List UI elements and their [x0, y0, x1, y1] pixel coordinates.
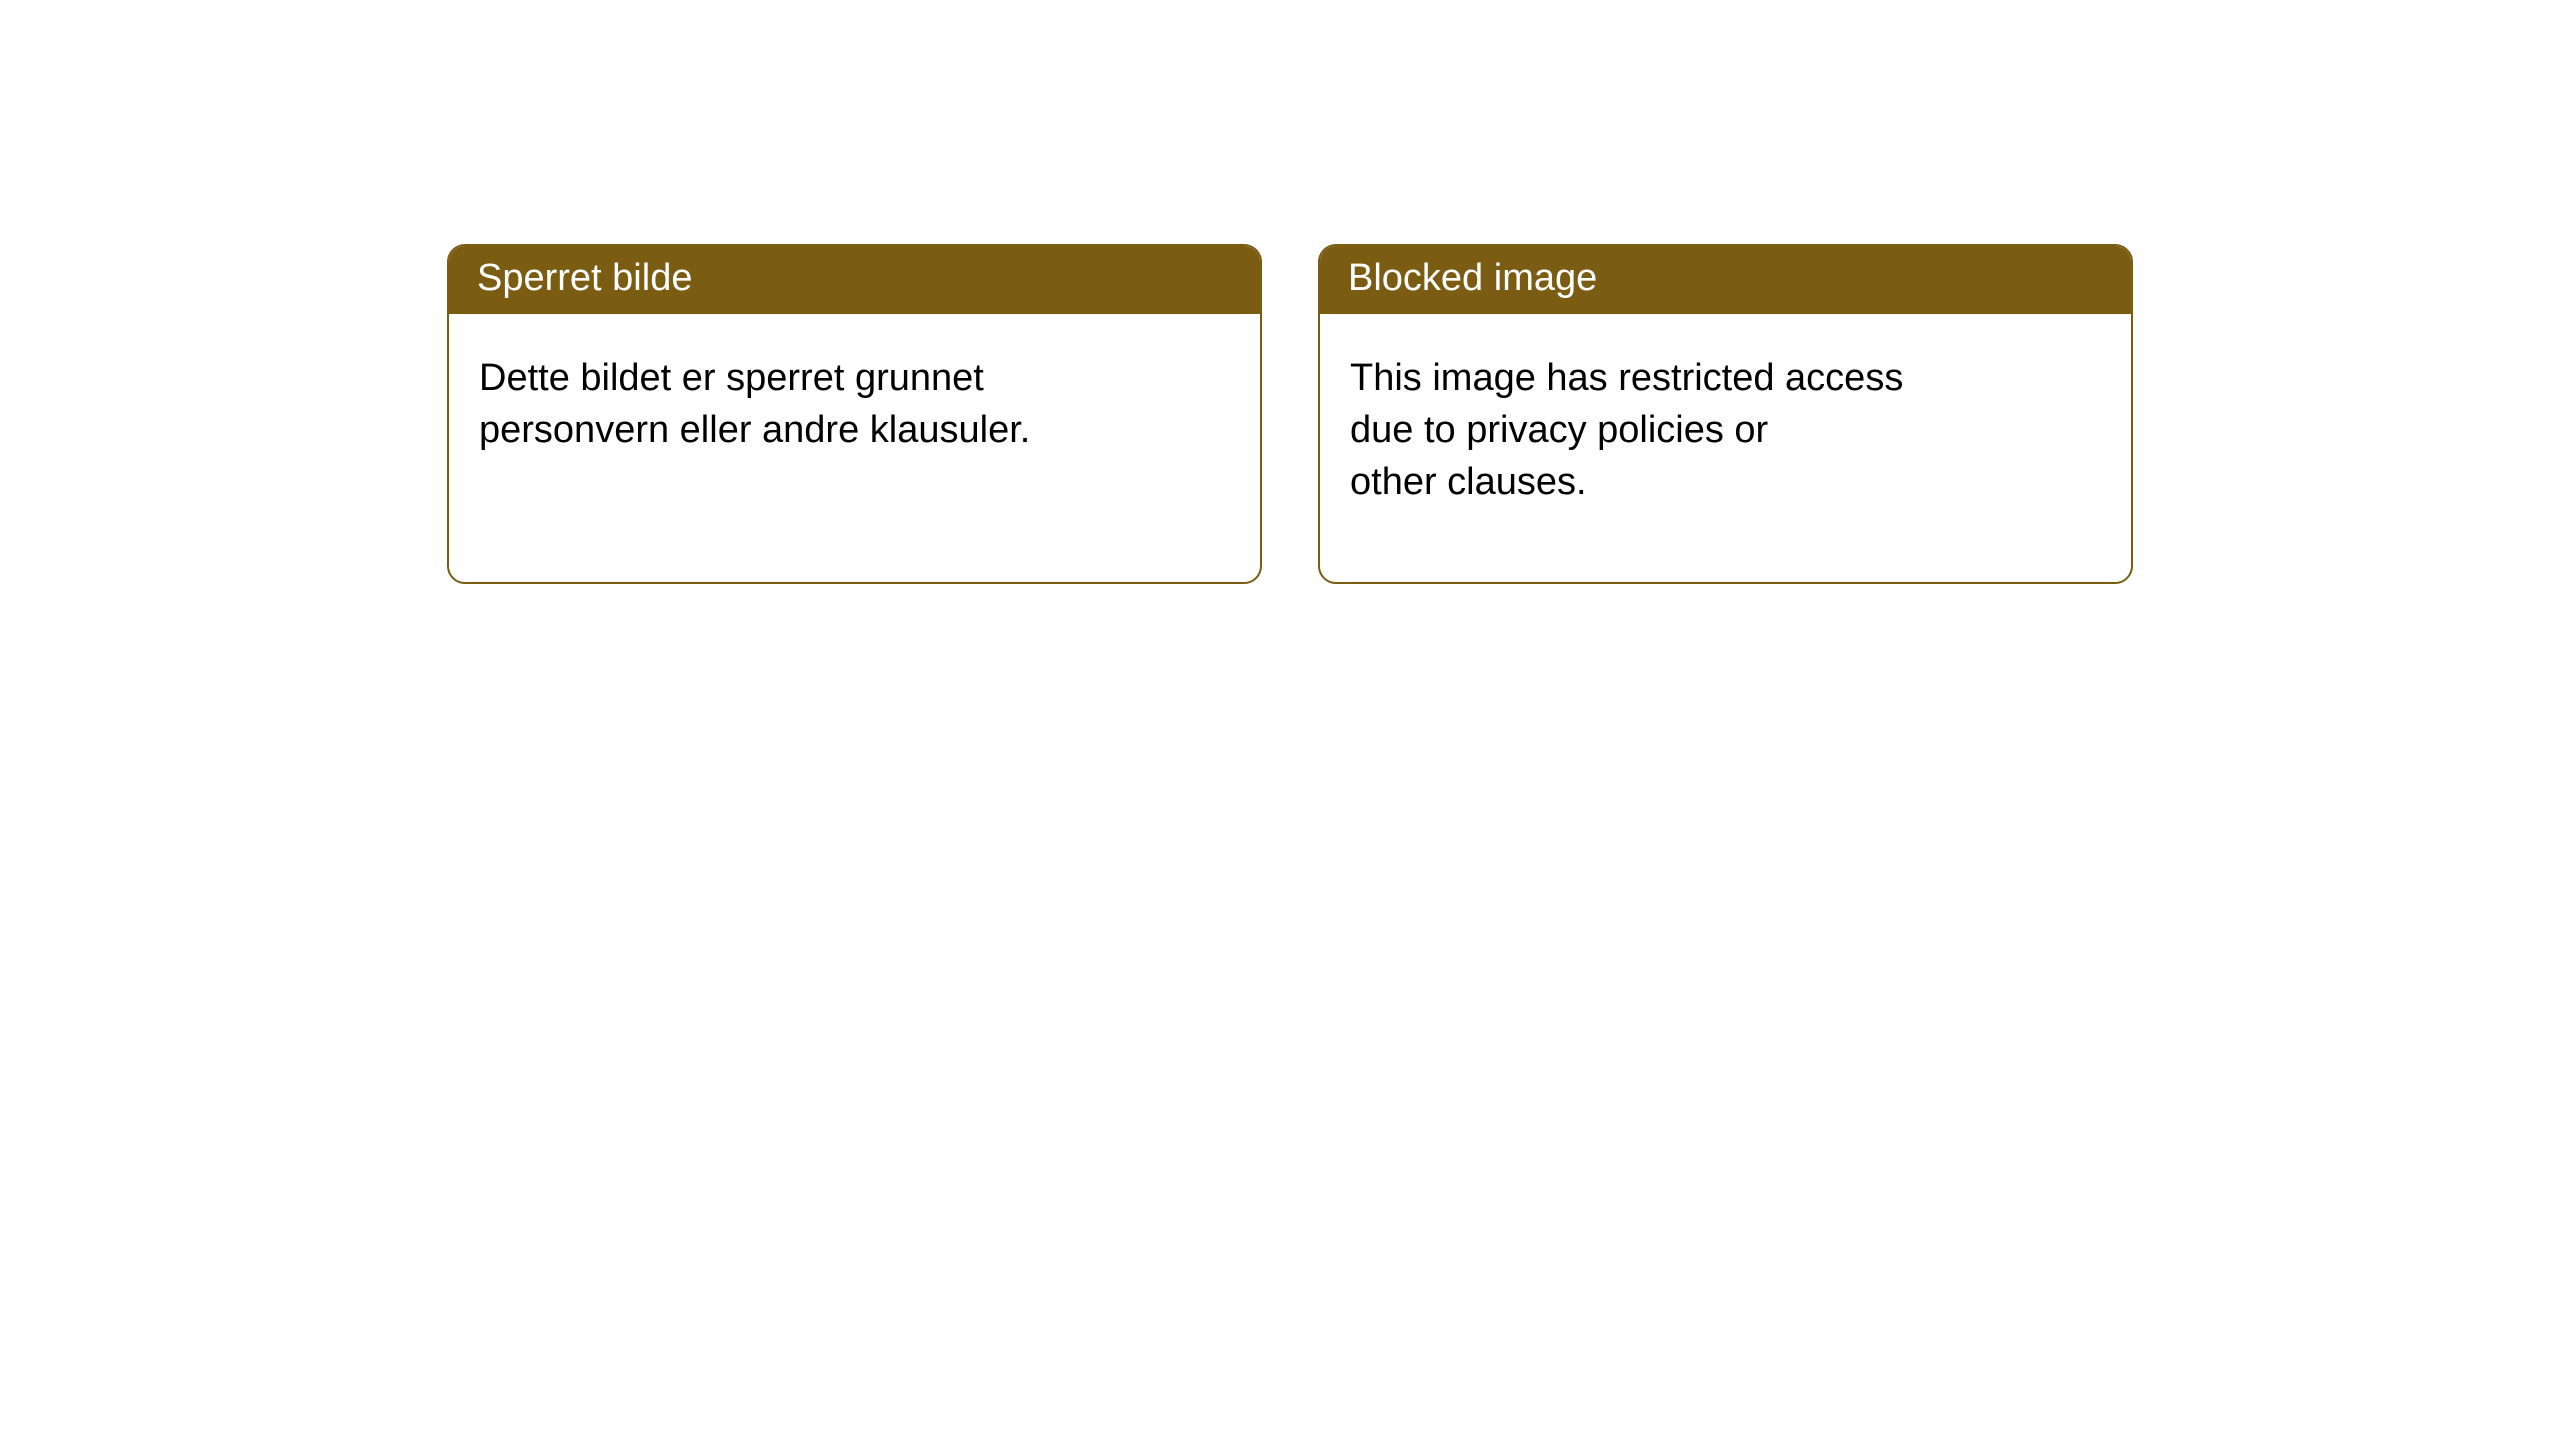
card-header-english: Blocked image: [1320, 246, 2131, 314]
card-header-norwegian: Sperret bilde: [449, 246, 1260, 314]
notice-cards-container: Sperret bilde Dette bildet er sperret gr…: [0, 0, 2560, 584]
card-body-norwegian: Dette bildet er sperret grunnet personve…: [449, 314, 1260, 487]
card-body-english: This image has restricted access due to …: [1320, 314, 2131, 539]
notice-card-english: Blocked image This image has restricted …: [1318, 244, 2133, 584]
notice-card-norwegian: Sperret bilde Dette bildet er sperret gr…: [447, 244, 1262, 584]
